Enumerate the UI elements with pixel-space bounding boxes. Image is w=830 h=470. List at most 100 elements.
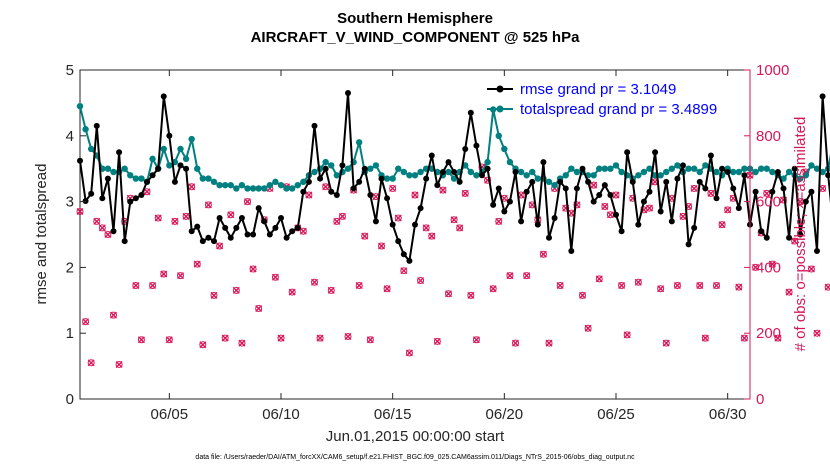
obs-possible-point [110, 311, 117, 319]
x-tick-label: 06/15 [374, 406, 412, 423]
rmse-point [523, 188, 530, 195]
series-layer [76, 90, 830, 264]
totalspread-point [255, 185, 262, 192]
rmse-point [685, 241, 692, 248]
rmse-point [160, 93, 167, 100]
rmse-point [786, 234, 793, 241]
obs-assimilated-point [445, 290, 452, 298]
totalspread-point [506, 158, 514, 166]
totalspread-point [685, 165, 692, 172]
rmse-point [199, 238, 206, 245]
totalspread-point [445, 168, 452, 176]
obs-assimilated-point [657, 285, 665, 293]
totalspread-point [545, 178, 553, 186]
obs-possible-point [249, 265, 257, 273]
obs-assimilated-point [713, 282, 720, 289]
totalspread-point [467, 168, 475, 176]
obs-possible-point [221, 334, 229, 342]
rmse-point [719, 165, 726, 172]
totalspread-point [188, 135, 195, 143]
obs-possible-point [724, 206, 732, 214]
rmse-point [691, 224, 698, 231]
obs-assimilated-point [417, 277, 425, 285]
obs-assimilated-point [394, 214, 402, 222]
totalspread-point [668, 165, 676, 172]
rmse-point [300, 188, 307, 195]
obs-assimilated-point [210, 291, 218, 299]
rmse-point [652, 149, 659, 156]
totalspread-point [389, 175, 396, 182]
rmse-point [707, 152, 714, 159]
obs-assimilated-point [724, 206, 732, 214]
obs-assimilated-point [506, 272, 514, 280]
obs-assimilated-point [98, 224, 106, 232]
obs-possible-point [701, 334, 709, 342]
rmse-point [557, 178, 564, 185]
totalspread-point [529, 168, 536, 176]
y-tick-label: 0 [66, 391, 74, 408]
legend-rmse-label: rmse grand pr = 3.1049 [520, 81, 676, 98]
totalspread-point [288, 185, 296, 192]
rmse-point [657, 208, 664, 215]
obs-possible-point [115, 360, 123, 368]
totalspread-point [221, 181, 229, 189]
rmse-point [724, 168, 731, 175]
totalspread-point [590, 172, 597, 179]
obs-assimilated-point [579, 291, 586, 299]
obs-possible-point [204, 201, 212, 209]
data-file-note: data file: /Users/raeder/DAI/ATM_forcXX/… [195, 454, 635, 461]
y-right-tick-label: 600 [756, 194, 781, 211]
obs-possible-point [143, 188, 151, 196]
totalspread-point [808, 162, 815, 169]
obs-assimilated-point [271, 273, 279, 281]
rmse-point [132, 195, 139, 202]
rmse-point [445, 159, 452, 166]
totalspread-point [277, 181, 285, 189]
rmse-point [417, 205, 424, 212]
totalspread-point [819, 168, 826, 176]
rmse-point [758, 228, 765, 235]
totalspread-point [797, 175, 804, 182]
obs-assimilated-point [763, 189, 771, 197]
obs-assimilated-point [132, 282, 140, 289]
obs-possible-point [428, 232, 436, 240]
obs-possible-point [288, 288, 296, 296]
obs-assimilated-point [439, 186, 447, 194]
obs-assimilated-point [221, 334, 229, 342]
totalspread-point [82, 126, 89, 133]
rmse-point [278, 215, 284, 222]
rmse-point [266, 231, 273, 238]
obs-assimilated-point [355, 282, 363, 289]
totalspread-point [573, 168, 581, 176]
obs-assimilated-point [467, 291, 475, 299]
rmse-point [345, 90, 351, 97]
obs-possible-point [311, 278, 318, 286]
obs-possible-point [713, 281, 720, 289]
obs-assimilated-point [791, 237, 799, 245]
obs-possible-point [104, 231, 112, 238]
obs-assimilated-point [199, 341, 207, 349]
obs-assimilated-point [752, 263, 760, 271]
obs-possible-point [634, 278, 642, 286]
obs-assimilated-point [701, 334, 709, 342]
obs-assimilated-point [411, 191, 419, 199]
obs-possible-point [523, 272, 531, 280]
totalspread-point [249, 185, 257, 192]
obs-possible-point [807, 265, 815, 273]
rmse-point [741, 172, 748, 179]
obs-assimilated-point [707, 189, 715, 197]
totalspread-point [110, 168, 117, 176]
rmse-point [825, 172, 830, 179]
obs-possible-point [774, 334, 782, 342]
obs-possible-point [484, 176, 492, 184]
rmse-point [356, 178, 363, 185]
totalspread-point [395, 165, 402, 172]
obs-assimilated-point [735, 283, 743, 291]
rmse-point [495, 185, 502, 192]
rmse-point [808, 188, 815, 195]
rmse-point [116, 149, 123, 156]
totalspread-point [177, 145, 184, 153]
obs-possible-point [718, 221, 726, 229]
obs-assimilated-point [177, 272, 184, 280]
rmse-point [640, 198, 647, 205]
